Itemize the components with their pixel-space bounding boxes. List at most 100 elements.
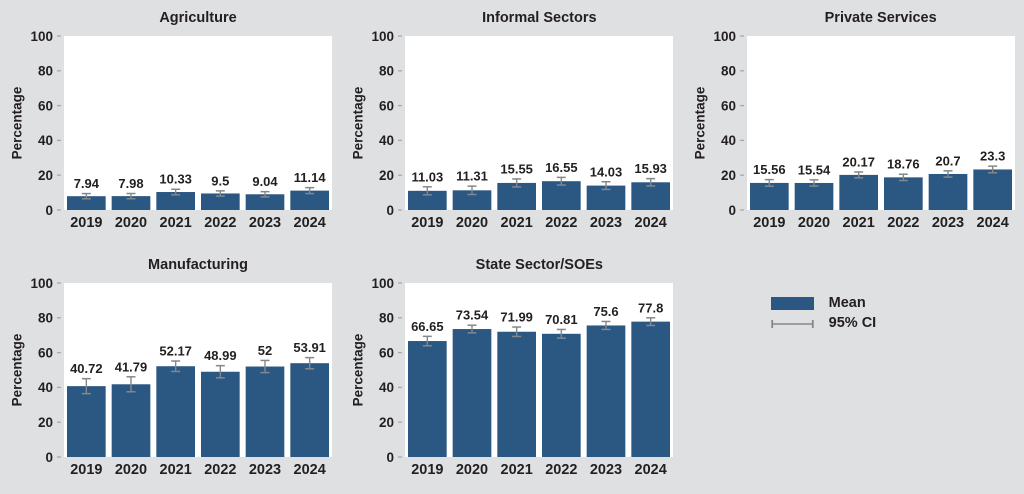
bar [542, 181, 581, 210]
bar [749, 182, 789, 210]
legend-ci-row: 95% CI [770, 315, 876, 332]
informal-sectors-bar-chart: 0 20 40 60 80 100 11.03 2019 11.31 2020 15.55 2021 1… [372, 29, 674, 231]
y-tick-label: 100 [372, 276, 394, 291]
bar [66, 196, 106, 210]
x-tick-label: 2020 [456, 462, 488, 478]
value-label: 77.8 [638, 300, 663, 315]
value-label: 15.54 [797, 162, 830, 177]
value-label: 16.55 [545, 160, 578, 175]
bar [200, 371, 240, 457]
y-tick-label: 100 [30, 276, 52, 291]
x-tick-label: 2024 [635, 215, 667, 231]
value-label: 15.93 [635, 161, 668, 176]
x-tick-label: 2024 [635, 462, 667, 478]
legend-mean-key [770, 297, 814, 310]
x-tick-label: 2019 [412, 462, 444, 478]
x-tick-label: 2023 [590, 462, 622, 478]
y-tick-label: 0 [45, 450, 53, 465]
y-tick-label: 100 [713, 29, 736, 44]
x-tick-label: 2020 [115, 215, 147, 231]
y-axis-title: Percentage [350, 333, 366, 407]
y-tick-label: 0 [45, 203, 53, 218]
y-axis-title: Percentage [9, 86, 25, 160]
x-tick-label: 2019 [70, 462, 102, 478]
x-tick-label: 2019 [70, 215, 102, 231]
y-axis-title: Percentage [9, 333, 25, 407]
bar [928, 173, 967, 210]
x-tick-label: 2022 [204, 462, 236, 478]
value-label: 7.98 [118, 176, 143, 191]
value-label: 14.03 [590, 164, 623, 179]
private-services-bar-chart: 0 20 40 60 80 100 15.56 2019 15.54 2020 20.17 2021 1… [713, 29, 1015, 231]
bar [245, 366, 285, 457]
x-tick-label: 2020 [115, 462, 147, 478]
value-label: 52 [258, 343, 272, 358]
value-label: 48.99 [204, 348, 237, 363]
y-tick-label: 0 [387, 450, 395, 465]
bar [452, 329, 492, 457]
x-tick-label: 2019 [412, 215, 444, 231]
x-tick-label: 2023 [590, 215, 622, 231]
bar [838, 174, 878, 210]
value-label: 20.17 [842, 154, 875, 169]
bar [631, 182, 671, 210]
plot-area [405, 36, 674, 210]
y-tick-label: 80 [38, 64, 53, 79]
value-label: 11.14 [294, 170, 327, 185]
x-tick-label: 2022 [887, 215, 919, 231]
plot-area [405, 283, 674, 457]
x-tick-label: 2021 [501, 462, 533, 478]
panel-manufacturing: Manufacturing Percentage 0 20 40 60 80 100 40.… [0, 247, 341, 494]
bar [290, 190, 329, 210]
value-label: 71.99 [501, 310, 534, 325]
y-tick-label: 60 [379, 98, 394, 113]
bar [245, 194, 285, 210]
y-tick-label: 40 [379, 133, 394, 148]
bar [631, 321, 671, 457]
y-tick-label: 60 [721, 98, 736, 113]
x-tick-label: 2022 [546, 462, 578, 478]
x-tick-label: 2021 [160, 215, 192, 231]
value-label: 11.03 [412, 169, 444, 184]
bar [156, 366, 195, 457]
state-sector-soes-bar-chart: 0 20 40 60 80 100 66.65 2019 73.54 2020 71.99 2021 7… [372, 276, 674, 478]
bar [111, 196, 151, 210]
value-label: 23.3 [980, 149, 1005, 164]
mean-bar-swatch-icon [770, 297, 814, 310]
bar [111, 384, 151, 457]
y-tick-label: 60 [379, 345, 394, 360]
x-tick-label: 2022 [204, 215, 236, 231]
y-tick-label: 40 [379, 380, 394, 395]
value-label: 70.81 [545, 312, 578, 327]
x-tick-label: 2024 [976, 215, 1008, 231]
x-tick-label: 2021 [842, 215, 874, 231]
value-label: 7.94 [74, 176, 100, 191]
y-tick-label: 20 [38, 415, 53, 430]
y-tick-label: 100 [30, 29, 52, 44]
legend: Mean 95% CI [770, 295, 876, 332]
bar [883, 177, 923, 210]
y-tick-label: 100 [372, 29, 394, 44]
x-tick-label: 2024 [294, 462, 326, 478]
y-tick-label: 20 [721, 168, 736, 183]
x-tick-label: 2024 [294, 215, 326, 231]
y-axis-title: Percentage [692, 86, 708, 160]
value-label: 15.56 [753, 162, 786, 177]
x-tick-label: 2019 [753, 215, 785, 231]
panel-title: Manufacturing [148, 257, 248, 273]
panel-informal-sectors: Informal Sectors Percentage 0 20 40 60 80 100… [341, 0, 682, 247]
bar [452, 190, 492, 210]
x-tick-label: 2021 [501, 215, 533, 231]
value-label: 40.72 [70, 361, 103, 376]
bar [156, 192, 195, 210]
panel-title: State Sector/SOEs [475, 257, 603, 273]
y-tick-label: 20 [38, 168, 53, 183]
bar [794, 182, 833, 210]
value-label: 18.76 [887, 157, 920, 172]
bar [972, 169, 1012, 210]
value-label: 66.65 [411, 319, 444, 334]
panel-agriculture: Agriculture Percentage 0 20 40 60 80 100 7.94 2… [0, 0, 341, 247]
x-tick-label: 2021 [160, 462, 192, 478]
panel-title: Informal Sectors [482, 10, 597, 26]
